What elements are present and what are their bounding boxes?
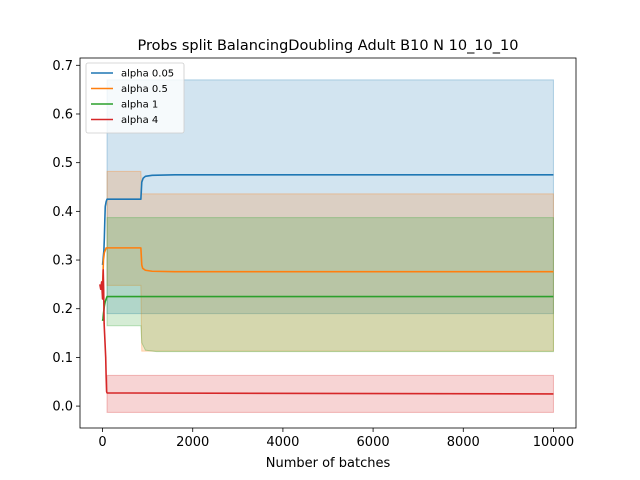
band-series-2: [106, 170, 554, 352]
chart-title: Probs split BalancingDoubling Adult B10 …: [137, 38, 518, 54]
y-tick-label: 0.2: [52, 302, 73, 317]
line-series-3: [101, 295, 554, 322]
x-axis-ticks: 0 2000 4000 6000 8000 10000: [98, 428, 574, 450]
y-tick-label: 0.7: [52, 59, 73, 74]
line-series-4: [99, 268, 554, 395]
band-series-1: [106, 79, 554, 315]
band-series-3: [106, 217, 554, 353]
legend-label: alpha 0.05: [121, 69, 174, 80]
legend-label: alpha 4: [121, 115, 158, 126]
confidence-bands: [106, 79, 554, 413]
y-tick-label: 0.3: [52, 254, 73, 269]
y-tick-label: 0.4: [52, 205, 73, 220]
x-axis-title: Number of batches: [266, 456, 391, 471]
x-tick-label: 4000: [266, 435, 299, 450]
line-series-2: [101, 247, 554, 285]
x-tick-label: 6000: [357, 435, 390, 450]
y-tick-label: 0.5: [52, 156, 73, 171]
x-tick-label: 10000: [533, 435, 574, 450]
axes-frame: [79, 57, 577, 429]
y-tick-label: 0.1: [52, 351, 73, 366]
legend-box: [85, 62, 185, 134]
y-tick-label: 0.6: [52, 107, 73, 122]
x-tick-label: 2000: [176, 435, 209, 450]
x-tick-label: 8000: [447, 435, 480, 450]
series-lines: [99, 174, 554, 395]
y-tick-label: 0.0: [52, 400, 73, 415]
x-tick-label: 0: [98, 435, 106, 450]
legend: alpha 0.05 alpha 0.5 alpha 1 alpha 4: [85, 62, 185, 134]
legend-label: alpha 1: [121, 100, 158, 111]
y-axis-ticks: 0.0 0.1 0.2 0.3 0.4 0.5 0.6 0.7: [52, 59, 80, 415]
legend-label: alpha 0.5: [121, 84, 168, 95]
